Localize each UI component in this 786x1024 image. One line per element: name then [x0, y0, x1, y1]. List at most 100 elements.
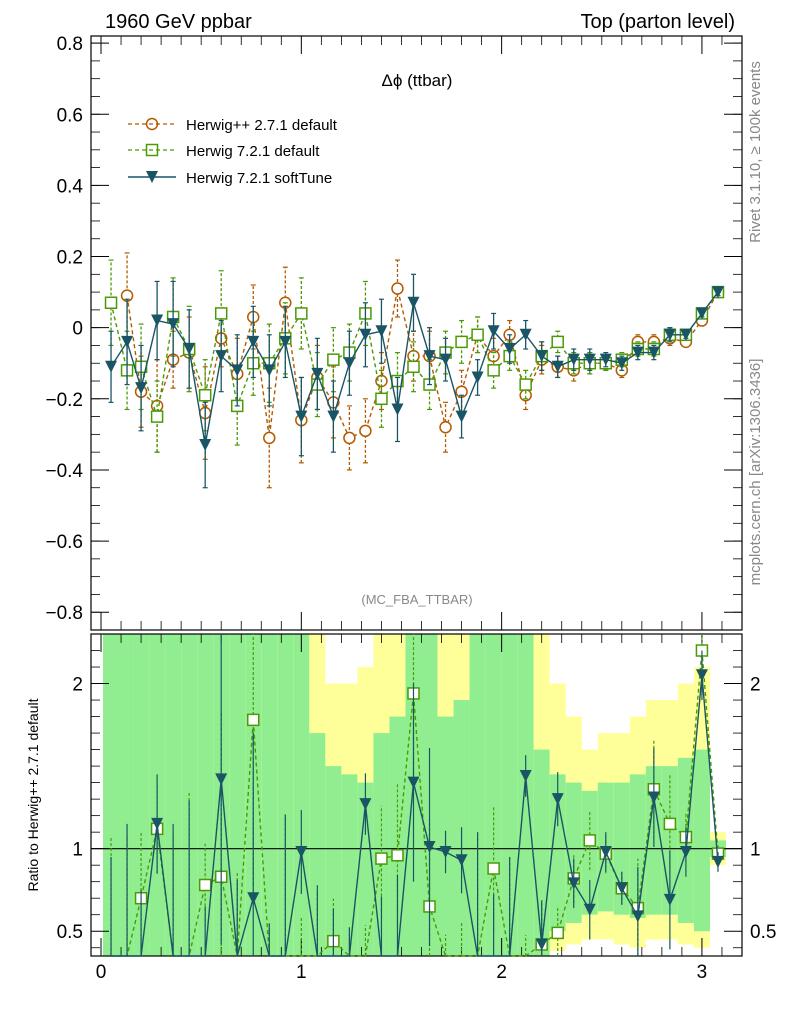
data-point-triangle	[567, 877, 580, 890]
legend-item-herwig-pp: Herwig++ 2.7.1 default	[128, 117, 338, 134]
legend: Herwig++ 2.7.1 default Herwig 7.2.1 defa…	[128, 117, 338, 187]
data-point-triangle	[583, 903, 596, 916]
analysis-label: (MC_FBA_TTBAR)	[361, 592, 472, 607]
process-label: Top (parton level)	[580, 11, 735, 33]
series-ratio-triangle	[110, 634, 724, 957]
main-frame	[90, 35, 743, 631]
data-point-triangle	[631, 910, 644, 923]
data-point-triangle	[343, 357, 356, 370]
ratio-band-green	[693, 749, 710, 932]
ratio-band-green	[293, 634, 310, 956]
mcplots-label: mcplots.cern.ch [arXiv:1306.3436]	[747, 359, 764, 586]
ratio-y-tick-label: 1	[750, 840, 761, 861]
data-point-triangle	[375, 325, 388, 338]
data-point-triangle	[151, 817, 164, 830]
data-point-triangle	[599, 845, 612, 858]
data-point-square	[487, 364, 500, 377]
data-point-triangle	[567, 353, 580, 366]
ratio-frame	[90, 633, 743, 957]
legend-circle-marker	[145, 117, 159, 131]
ratio-band-green	[485, 634, 502, 956]
data-point-square	[214, 307, 228, 320]
data-point-triangle	[407, 296, 420, 309]
legend-triangle-marker	[146, 171, 158, 183]
legend-label: Herwig 7.2.1 default	[186, 143, 320, 160]
data-point-triangle	[247, 335, 260, 348]
energy-label: 1960 GeV ppbar	[105, 11, 252, 33]
data-point-triangle	[407, 776, 420, 789]
data-point-triangle	[359, 798, 372, 811]
legend-label: Herwig 7.2.1 softTune	[186, 170, 332, 187]
legend-item-herwig7-softtune: Herwig 7.2.1 softTune	[128, 170, 332, 187]
data-point-circle	[359, 424, 372, 438]
ratio-band-green	[341, 774, 358, 956]
ratio-band-green	[165, 634, 182, 956]
data-point-triangle	[599, 353, 612, 366]
data-point-triangle	[183, 343, 196, 356]
data-point-triangle	[535, 350, 548, 363]
data-point-triangle	[663, 328, 676, 341]
legend-item-herwig7-default: Herwig 7.2.1 default	[128, 143, 320, 160]
data-point-triangle	[295, 845, 308, 858]
data-point-square	[375, 392, 388, 406]
y-tick-label: 0.6	[57, 105, 83, 126]
ratio-band-green	[309, 733, 326, 956]
data-point-square	[295, 307, 308, 320]
data-point-triangle	[439, 845, 452, 858]
data-point-triangle	[711, 286, 724, 299]
data-point-triangle	[535, 938, 548, 951]
data-point-square	[551, 335, 564, 349]
data-point-square	[327, 353, 340, 366]
data-point-triangle	[215, 350, 228, 363]
ratio-band-green	[469, 634, 486, 956]
ratio-band-green	[565, 782, 582, 923]
data-point-triangle	[215, 773, 228, 786]
data-point-triangle	[359, 328, 372, 341]
data-point-triangle	[551, 793, 564, 806]
y-tick-label: 0.4	[57, 176, 84, 197]
data-point-triangle	[311, 367, 324, 380]
data-point-square	[583, 834, 597, 847]
ratio-y-tick-label: 2	[750, 675, 761, 696]
series-main-triangle	[105, 273, 724, 489]
data-point-triangle	[295, 410, 308, 423]
x-tick-label: 0	[96, 962, 107, 983]
main-title: Δϕ (ttbar)	[382, 71, 453, 90]
rivet-label: Rivet 3.1.10, ≥ 100k events	[747, 61, 764, 243]
ratio-band-green	[501, 634, 518, 956]
data-point-triangle	[695, 307, 708, 320]
data-point-triangle	[471, 371, 484, 384]
data-point-square	[198, 388, 212, 402]
data-point-triangle	[327, 410, 340, 423]
legend-square-marker	[145, 143, 159, 157]
data-point-square	[519, 378, 532, 391]
ratio-y-tick-label: 2	[72, 675, 83, 696]
ratio-band-green	[549, 774, 566, 932]
data-point-square	[487, 862, 500, 875]
data-point-triangle	[391, 403, 404, 416]
data-point-square	[663, 817, 677, 831]
series-main-circle	[120, 252, 725, 489]
data-point-triangle	[263, 364, 276, 377]
data-point-triangle	[615, 882, 628, 895]
ratio-y-tick-label: 1	[72, 840, 83, 861]
data-point-square	[246, 713, 260, 727]
ratio-band-green	[229, 634, 246, 956]
data-point-triangle	[199, 439, 212, 452]
ratio-band-green	[325, 766, 342, 956]
ratio-band-green	[119, 634, 136, 956]
data-point-triangle	[679, 845, 692, 858]
data-point-triangle	[423, 350, 436, 363]
data-point-circle	[439, 421, 452, 434]
ratio-band-green	[133, 634, 150, 956]
axes-layer: −0.8 −0.6 −0.4 −0.2 0 0.2 0.4 0.6 0.8 0 1 2 3 0.5 0.5 1…	[45, 34, 776, 983]
data-point-triangle	[487, 325, 500, 338]
y-tick-label: −0.4	[45, 461, 83, 482]
data-point-square	[551, 926, 564, 940]
data-point-triangle	[583, 353, 596, 366]
x-tick-label: 1	[296, 962, 307, 983]
data-point-triangle	[631, 346, 644, 359]
data-point-triangle	[663, 893, 676, 906]
data-point-circle	[263, 431, 276, 445]
